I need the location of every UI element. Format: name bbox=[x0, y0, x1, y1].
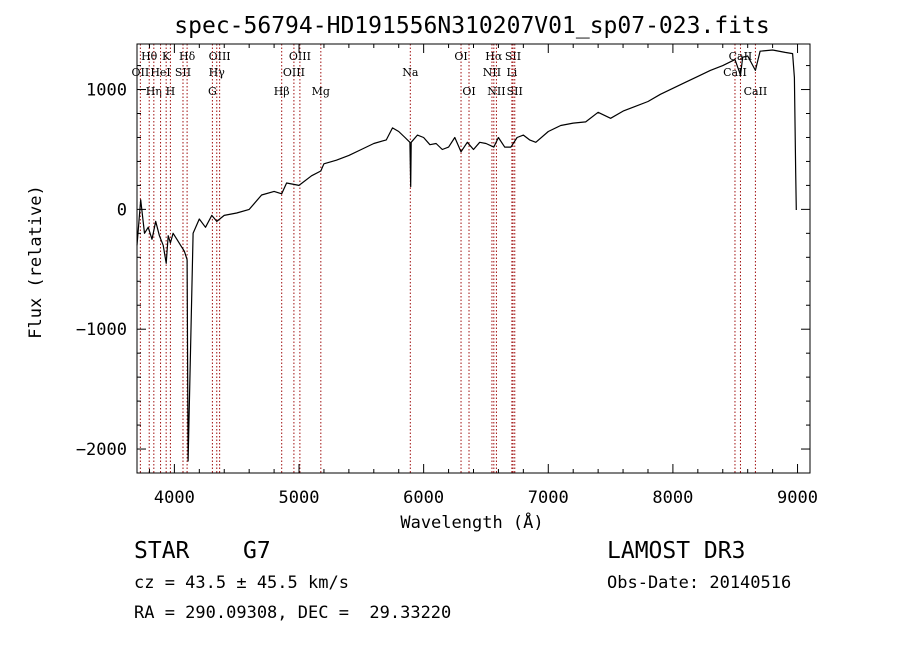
line-label-10: G bbox=[208, 85, 217, 98]
axis-ticks: 4000 5000 6000 7000 8000 9000 −2000 −1000 0 1000 bbox=[76, 44, 818, 508]
line-label-20: NII bbox=[487, 85, 505, 98]
line-label-8: OIII bbox=[209, 50, 231, 63]
x-tick-label-1: 5000 bbox=[279, 488, 320, 508]
y-axis-label: Flux (relative) bbox=[26, 185, 46, 339]
line-label-14: Mg bbox=[312, 85, 330, 98]
obs-date-text: Obs-Date: 20140516 bbox=[607, 573, 792, 593]
x-tick-label-3: 7000 bbox=[528, 488, 569, 508]
line-label-15: Na bbox=[402, 66, 419, 79]
line-label-5: H bbox=[166, 85, 176, 98]
redshift-text: cz = 43.5 ± 45.5 km/s bbox=[134, 573, 349, 593]
x-tick-label-4: 8000 bbox=[652, 488, 693, 508]
line-label-19: NII bbox=[483, 66, 501, 79]
subclass-label: G7 bbox=[243, 538, 271, 564]
chart-title: spec-56794-HD191556N310207V01_sp07-023.f… bbox=[174, 13, 769, 39]
survey-label: LAMOST DR3 bbox=[607, 538, 746, 564]
coordinates-text: RA = 290.09308, DEC = 29.33220 bbox=[134, 603, 452, 623]
line-label-3: K bbox=[162, 50, 171, 63]
y-tick-label-2: 0 bbox=[117, 200, 127, 220]
line-label-12: OIII bbox=[289, 50, 311, 63]
line-label-16: OI bbox=[454, 50, 467, 63]
line-label-4: HeI bbox=[150, 66, 170, 79]
x-tick-label-0: 4000 bbox=[154, 488, 195, 508]
line-label-11: Hβ bbox=[274, 85, 290, 98]
line-label-7: Hδ bbox=[179, 50, 196, 63]
line-label-9: Hγ bbox=[209, 66, 226, 79]
line-label-26: CaII bbox=[744, 85, 768, 98]
line-label-22: Li bbox=[506, 66, 517, 79]
y-tick-label-0: −2000 bbox=[76, 440, 127, 460]
line-label-21: SII bbox=[505, 50, 521, 63]
line-label-23: SII bbox=[507, 85, 523, 98]
line-label-25: CaII bbox=[723, 66, 747, 79]
plot-frame bbox=[136, 43, 811, 474]
line-label-6: SII bbox=[175, 66, 191, 79]
line-markers: Hθ OII Hη K HeI H SII Hδ OIII Hγ G Hβ OIII OIII Mg Na OI… bbox=[132, 44, 768, 473]
x-axis-label: Wavelength (Å) bbox=[400, 511, 543, 533]
line-label-1: OII bbox=[132, 66, 150, 79]
y-tick-label-1: −1000 bbox=[76, 320, 127, 340]
x-tick-label-2: 6000 bbox=[403, 488, 444, 508]
x-tick-label-5: 9000 bbox=[777, 488, 818, 508]
spectrum-line bbox=[136, 49, 797, 462]
spectrum-series bbox=[136, 49, 797, 462]
line-label-13: OIII bbox=[283, 66, 305, 79]
y-tick-label-3: 1000 bbox=[86, 81, 127, 101]
line-label-0: Hθ bbox=[141, 50, 158, 63]
class-label: STAR bbox=[134, 538, 190, 564]
line-label-18: Hα bbox=[485, 50, 503, 63]
line-label-2: Hη bbox=[146, 85, 162, 98]
line-label-17: OI bbox=[462, 85, 475, 98]
